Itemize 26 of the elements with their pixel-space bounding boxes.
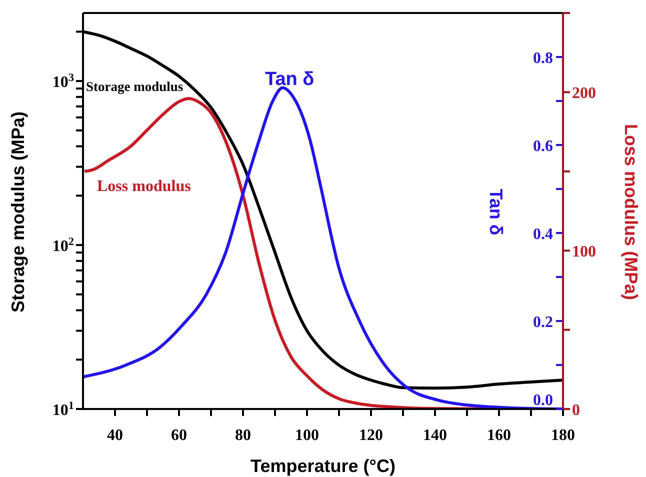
y2-axis-title: Tan δ (486, 188, 506, 236)
y-tick-label: 10$^{1}$ (52, 400, 74, 419)
y2-tick-label: 0.4 (533, 226, 553, 243)
y3-tick-label: 100 (572, 244, 596, 261)
x-tick-label: 120 (359, 427, 383, 444)
y2-tick-label: 0.6 (533, 138, 553, 155)
x-tick-label: 160 (487, 427, 511, 444)
x-tick-label: 60 (171, 427, 187, 444)
y3-axis-title: Loss modulus (MPa) (621, 124, 641, 300)
x-tick-label: 100 (295, 427, 319, 444)
series-label: Loss modulus (97, 178, 191, 195)
y3-tick-label: 0 (572, 402, 580, 419)
y2-tick-label: 0.2 (533, 314, 553, 331)
y-axis-title: Storage modulus (MPa) (8, 111, 28, 313)
series-label: Tan δ (265, 69, 314, 90)
x-tick-label: 140 (423, 427, 447, 444)
x-axis-title: Temperature (°C) (250, 456, 396, 476)
y2-tick-label: 0.8 (533, 50, 553, 67)
x-tick-label: 180 (551, 427, 575, 444)
x-tick-label: 40 (107, 427, 123, 444)
y2-tick-label: 0.0 (533, 392, 553, 409)
y-tick-label: 10$^{3}$ (52, 72, 74, 92)
x-tick-label: 80 (235, 427, 251, 444)
series-label: Storage modulus (86, 79, 184, 94)
y-tick-label: 10$^{2}$ (52, 236, 74, 256)
y3-tick-label: 200 (572, 85, 596, 102)
